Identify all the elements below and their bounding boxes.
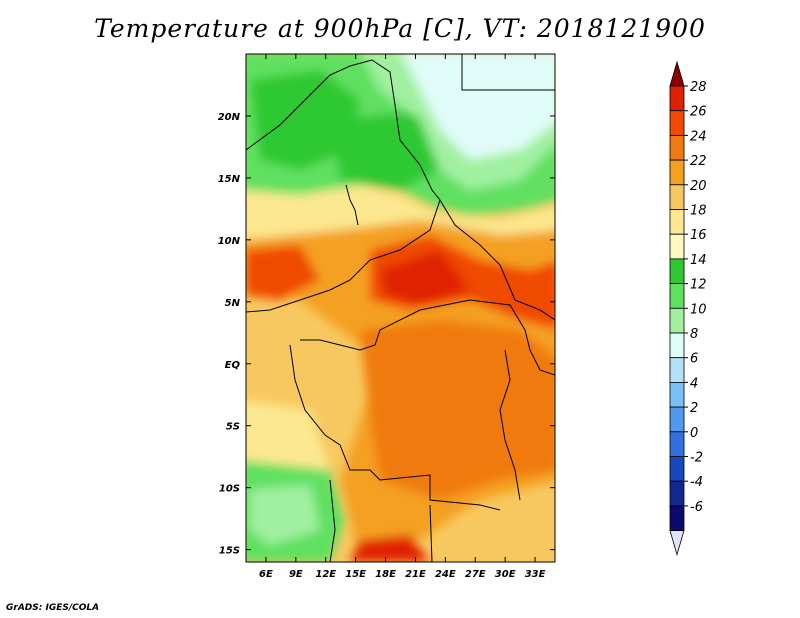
colorbar-label: -4 <box>690 475 703 490</box>
grads-credit: GrADS: IGES/COLA <box>6 603 100 613</box>
colorbar-top-arrow <box>669 60 685 87</box>
lon-tick-label: 24E <box>435 569 456 580</box>
border-libya-egypt <box>461 54 555 91</box>
colorbar-label: 28 <box>690 80 707 95</box>
lon-tick-label: 6E <box>259 569 273 580</box>
chart-title: Temperature at 900hPa [C], VT: 201812190… <box>94 14 706 43</box>
colorbar-label: 4 <box>690 376 698 391</box>
field-red-west <box>246 245 320 300</box>
colorbar-swatch <box>669 209 685 235</box>
field-red-south <box>350 535 430 562</box>
lat-tick-label: 5N <box>225 298 241 309</box>
border-gabon-congo <box>300 329 381 351</box>
colorbar-swatch <box>669 406 685 433</box>
country-borders <box>246 54 555 562</box>
lat-tick-label: 20N <box>218 112 241 123</box>
lon-tick-label: 33E <box>525 569 546 580</box>
colorbar-label: 18 <box>690 204 707 219</box>
colorbar-swatch <box>669 110 685 136</box>
lon-tick-label: 27E <box>465 569 486 580</box>
border-sahel <box>246 59 441 313</box>
lat-tick-label: 15N <box>218 174 241 185</box>
field-darkorange-congo <box>360 320 555 500</box>
border-uganda <box>529 349 555 376</box>
colorbar-swatch <box>669 134 685 161</box>
colorbar-label: -2 <box>690 451 703 466</box>
lat-tick-label: EQ <box>225 360 241 371</box>
field-darkgreen-west <box>250 70 360 170</box>
colorbar-swatch <box>669 85 685 112</box>
colorbar-label: 14 <box>690 253 707 268</box>
temperature-field <box>246 54 555 562</box>
field-cyan-ne <box>402 54 555 160</box>
border-car-drc <box>379 299 531 351</box>
lon-tick-label: 12E <box>315 569 336 580</box>
lat-tick-label: 10N <box>218 236 241 247</box>
lon-tick-label: 15E <box>345 569 366 580</box>
colorbar-swatch <box>669 505 685 531</box>
lat-tick-label: 10S <box>219 484 240 495</box>
colorbar-swatch <box>669 431 685 457</box>
border-zambia <box>429 504 433 562</box>
latitude-axis: 20N 15N 10N 5N EQ 5S 10S 15S <box>218 112 555 557</box>
colorbar-label: 26 <box>690 105 707 120</box>
lon-tick-label: 9E <box>289 569 303 580</box>
colorbar-label: 10 <box>690 302 707 317</box>
longitude-axis: 6E 9E 12E 15E 18E 21E 24E 27E 30E 33E <box>259 54 546 580</box>
lon-tick-label: 30E <box>495 569 516 580</box>
colorbar-swatch <box>669 480 685 507</box>
colorbar-label: 2 <box>690 401 698 416</box>
lon-tick-label: 18E <box>375 569 396 580</box>
colorbar-swatch <box>669 283 685 309</box>
colorbar-label: 16 <box>690 228 707 243</box>
field-darkgreen-center <box>330 110 440 190</box>
colorbar-swatch <box>669 357 685 383</box>
colorbar-swatch <box>669 456 685 482</box>
colorbar-label: 12 <box>690 278 707 293</box>
field-yellow-sw <box>246 400 330 470</box>
field-lightgreen-sw <box>250 485 320 545</box>
lat-tick-label: 15S <box>219 546 240 557</box>
colorbar-swatch <box>669 159 685 186</box>
colorbar-swatch <box>669 307 685 334</box>
colorbar-label: 22 <box>690 154 707 169</box>
colorbar-label: 0 <box>690 426 698 441</box>
colorbar-label: 24 <box>690 129 707 144</box>
colorbar-swatch <box>669 233 685 260</box>
colorbar-swatch <box>669 381 685 408</box>
lat-tick-label: 5S <box>226 422 240 433</box>
colorbar-swatch <box>669 184 685 210</box>
colorbar-swatch <box>669 332 685 359</box>
field-deepred-core <box>380 250 470 305</box>
lake-chad-outline <box>345 184 359 226</box>
border-sudan <box>439 199 555 321</box>
map-frame <box>245 53 556 563</box>
colorbar-bottom-arrow <box>669 530 685 557</box>
border-angola-namibia <box>329 479 336 562</box>
colorbar-label: 6 <box>690 352 698 367</box>
border-great-lakes <box>499 349 521 501</box>
colorbar-label: -6 <box>690 500 703 515</box>
border-angola-drc <box>289 344 501 511</box>
colorbar-label: 20 <box>690 179 707 194</box>
colorbar-label: 8 <box>690 327 698 342</box>
lon-tick-label: 21E <box>405 569 426 580</box>
colorbar-swatch <box>669 258 685 284</box>
